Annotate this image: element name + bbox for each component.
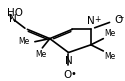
Text: N: N [65,56,72,66]
Text: Me: Me [105,52,116,61]
Text: +: + [94,15,101,24]
Text: O: O [63,69,71,80]
Text: O: O [114,15,123,25]
Text: N: N [9,14,16,24]
Text: Me: Me [36,50,47,59]
Text: Me: Me [105,29,116,38]
Text: N: N [87,16,95,26]
Text: −: − [117,13,123,22]
Text: •: • [70,69,76,79]
Text: HO: HO [7,8,23,18]
Text: Me: Me [19,37,30,46]
